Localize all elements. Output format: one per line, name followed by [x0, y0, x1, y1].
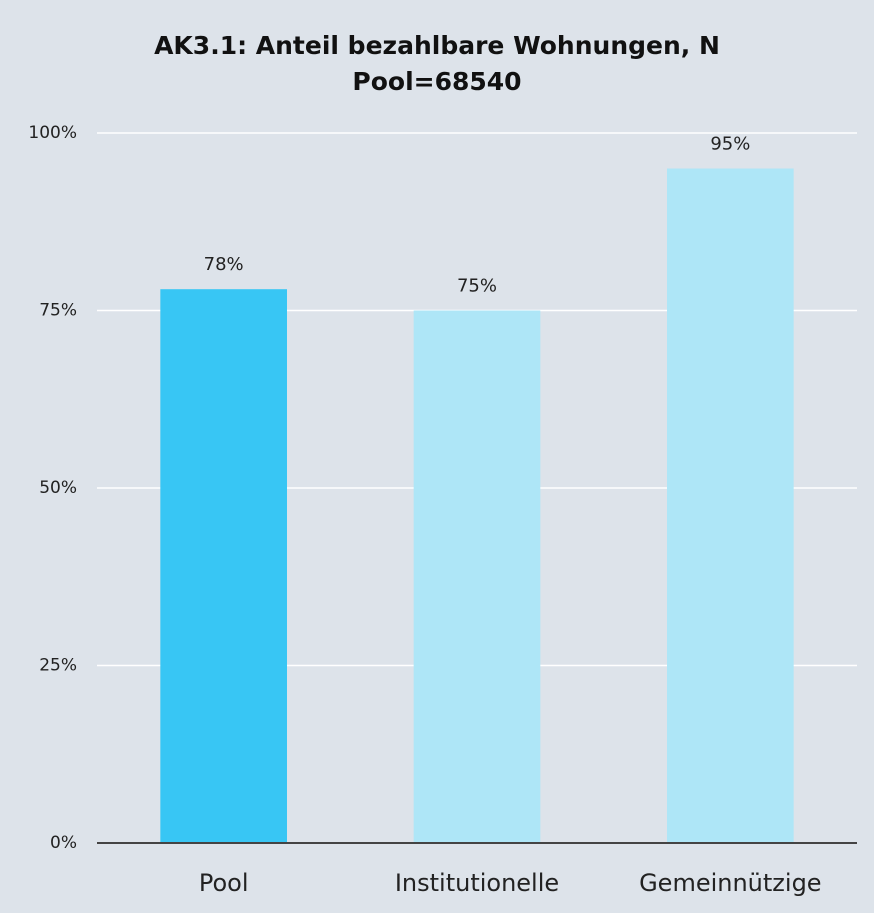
y-tick-label: 75%	[39, 301, 77, 321]
bar	[413, 310, 541, 843]
bar	[160, 289, 287, 843]
chart-title: AK3.1: Anteil bezahlbare Wohnungen, N Po…	[154, 31, 720, 96]
x-tick-label: Institutionelle	[395, 869, 559, 897]
y-tick-label: 25%	[39, 656, 77, 676]
bar	[667, 168, 794, 843]
y-tick-label: 50%	[39, 478, 77, 498]
value-label: 75%	[457, 276, 497, 297]
y-tick-label: 100%	[28, 123, 77, 143]
x-tick-label: Pool	[199, 869, 249, 897]
value-label: 95%	[710, 134, 750, 155]
y-tick-label: 0%	[50, 833, 77, 853]
value-label: 78%	[204, 254, 244, 275]
x-tick-label: Gemeinnützige	[639, 869, 821, 897]
